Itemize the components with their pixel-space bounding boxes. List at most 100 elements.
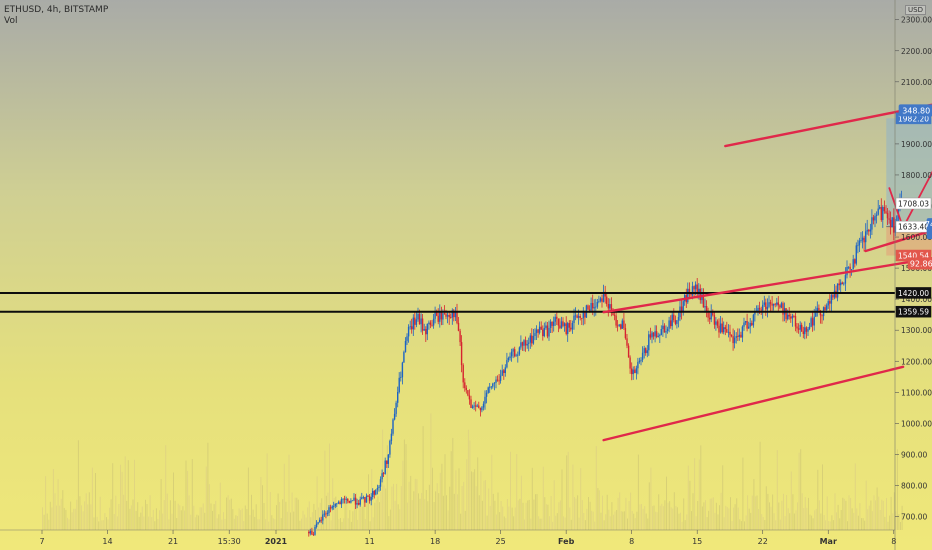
volume-bar — [441, 463, 443, 530]
volume-bar — [288, 454, 290, 530]
volume-bar — [357, 519, 359, 530]
candle-body — [821, 315, 823, 317]
candle-body — [495, 379, 497, 383]
candle-body — [865, 231, 867, 243]
volume-bar — [207, 442, 209, 530]
candle-body — [450, 317, 452, 318]
candle-body — [758, 307, 761, 310]
candle-body — [858, 240, 861, 246]
currency-badge[interactable]: USD — [905, 5, 926, 15]
candle-body — [737, 336, 739, 337]
candle-body — [445, 314, 447, 317]
volume-bar — [157, 518, 159, 530]
candle-body — [308, 532, 310, 534]
volume-label: Vol — [4, 16, 18, 26]
volume-bar — [742, 457, 744, 530]
price-tick-label: 1600.00 — [901, 233, 932, 242]
candle-body — [340, 499, 343, 505]
volume-bar — [194, 517, 196, 530]
volume-bar — [623, 511, 625, 530]
volume-bar — [564, 517, 566, 530]
volume-bar — [516, 454, 518, 530]
candle-body — [543, 327, 545, 337]
volume-bar — [837, 504, 839, 530]
candle-body — [537, 329, 539, 333]
volume-bar — [134, 459, 135, 530]
volume-bar — [369, 521, 371, 530]
price-tick-label: 1100.00 — [901, 388, 932, 397]
volume-bar — [282, 499, 284, 530]
candle-body — [475, 405, 477, 407]
volume-bar — [815, 508, 817, 530]
candle-body — [428, 322, 430, 324]
candle-body — [868, 229, 870, 232]
volume-bar — [98, 521, 100, 530]
volume-bar — [779, 519, 781, 530]
candle-body — [376, 488, 379, 490]
candle-body — [719, 323, 722, 333]
candle-body — [467, 390, 469, 396]
volume-bar — [513, 516, 515, 530]
candle-body — [735, 336, 737, 338]
volume-bar — [123, 494, 125, 530]
candle-body — [801, 324, 803, 332]
candle-body — [560, 321, 563, 329]
candle-body — [425, 329, 427, 335]
candle-body — [379, 479, 382, 487]
candle-body — [528, 342, 530, 344]
price-tick-label: 800.00 — [901, 481, 927, 490]
volume-bar — [692, 493, 694, 530]
volume-bar — [790, 471, 792, 530]
candle-body — [782, 303, 784, 315]
candle-body — [549, 321, 552, 328]
volume-bar — [330, 520, 332, 530]
candle-body — [768, 302, 770, 307]
candle-body — [353, 497, 355, 501]
volume-bar — [639, 504, 641, 530]
volume-bar — [301, 518, 302, 530]
risk-label: 92.86 (5.69%) 750.02 — [907, 257, 932, 270]
candle-body — [437, 315, 439, 322]
candle-body — [499, 375, 502, 381]
candle-body — [451, 310, 453, 318]
volume-bar — [42, 507, 43, 530]
volume-bar — [489, 505, 491, 530]
volume-bar — [68, 519, 70, 530]
volume-bar — [184, 510, 185, 530]
candle-body — [698, 288, 700, 295]
volume-bar — [592, 511, 594, 530]
volume-bar — [341, 521, 343, 530]
candle-body — [646, 350, 648, 354]
candle-body — [524, 340, 527, 346]
volume-bar — [235, 515, 237, 530]
volume-bar — [180, 510, 182, 530]
candle-body — [841, 282, 843, 285]
volume-bar — [494, 500, 496, 530]
candle-body — [384, 460, 386, 474]
volume-bar — [274, 519, 276, 530]
volume-bar — [138, 516, 140, 530]
volume-bar — [845, 500, 847, 530]
volume-bar — [354, 495, 355, 530]
volume-bar — [603, 520, 605, 530]
volume-bar — [188, 495, 190, 530]
volume-bar — [410, 475, 412, 530]
time-tick-label: 2021 — [265, 537, 288, 546]
volume-bar — [229, 499, 231, 530]
volume-bar — [753, 479, 755, 530]
candle-body — [794, 316, 797, 327]
volume-bar — [310, 517, 312, 530]
volume-bar — [801, 493, 803, 530]
volume-bar — [280, 518, 282, 530]
volume-bar — [890, 496, 892, 530]
volume-bar — [403, 439, 405, 530]
volume-bar — [542, 466, 544, 530]
volume-bar — [230, 498, 232, 530]
risk-label-box — [907, 257, 932, 270]
volume-bar — [770, 506, 772, 530]
volume-bar — [478, 495, 480, 530]
candle-body — [790, 316, 792, 319]
volume-bar — [71, 512, 73, 530]
candle-body — [861, 237, 864, 241]
